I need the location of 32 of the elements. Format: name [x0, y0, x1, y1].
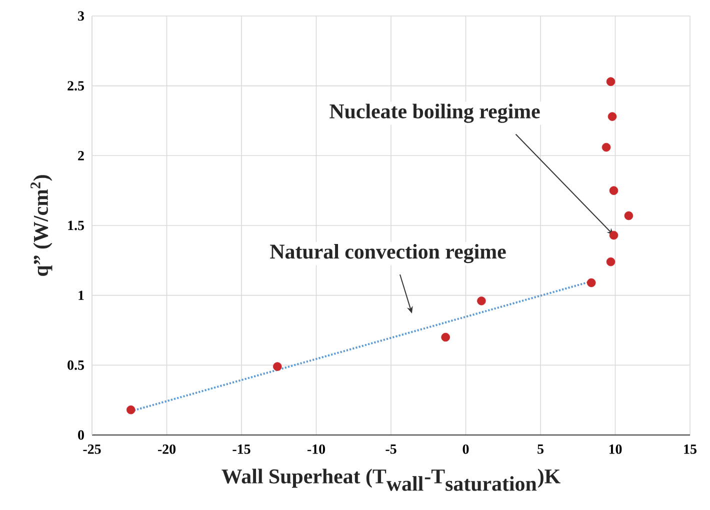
x-tick-label: 5 — [538, 444, 544, 454]
x-tick-label: 10 — [609, 444, 622, 454]
point — [606, 77, 616, 86]
x-tick-label: -10 — [307, 444, 326, 454]
point — [624, 211, 634, 220]
annotation: Nucleate boiling regime — [330, 104, 540, 123]
x-tick-label: -20 — [158, 444, 176, 454]
point — [609, 186, 618, 195]
x-tick-label: -15 — [232, 444, 250, 454]
point — [272, 362, 282, 371]
point — [608, 112, 617, 121]
y-tick-label: 3 — [78, 11, 84, 21]
point — [586, 278, 596, 288]
point — [126, 405, 136, 414]
y-tick-label: 0 — [78, 430, 84, 440]
x-tick-label: 0 — [462, 444, 469, 454]
point — [606, 257, 616, 266]
y-tick-label: 1 — [78, 290, 84, 300]
x-tick-label: -5 — [386, 444, 396, 454]
point — [602, 142, 611, 152]
y-tick-label: 2 — [78, 151, 84, 160]
point — [441, 332, 450, 342]
point — [477, 296, 486, 306]
y-tick-label: 0.5 — [68, 360, 84, 370]
y-tick-label: 1.5 — [68, 220, 84, 230]
y-tick-label: 2.5 — [68, 81, 84, 91]
x-axis-title: $\textbf{Wall Superheat (T}_{\textbf{wall}}\textbf{-T}_{\textbf{saturation}}\textbf{)K}$ — [222, 468, 560, 491]
point — [609, 230, 618, 240]
y-axis-title: q” (W/cm$^{2}$) — [30, 175, 52, 276]
x-tick-label: -25 — [83, 444, 101, 454]
annotation: Natural convection regime — [270, 244, 506, 264]
x-tick-label: 15 — [684, 444, 696, 454]
